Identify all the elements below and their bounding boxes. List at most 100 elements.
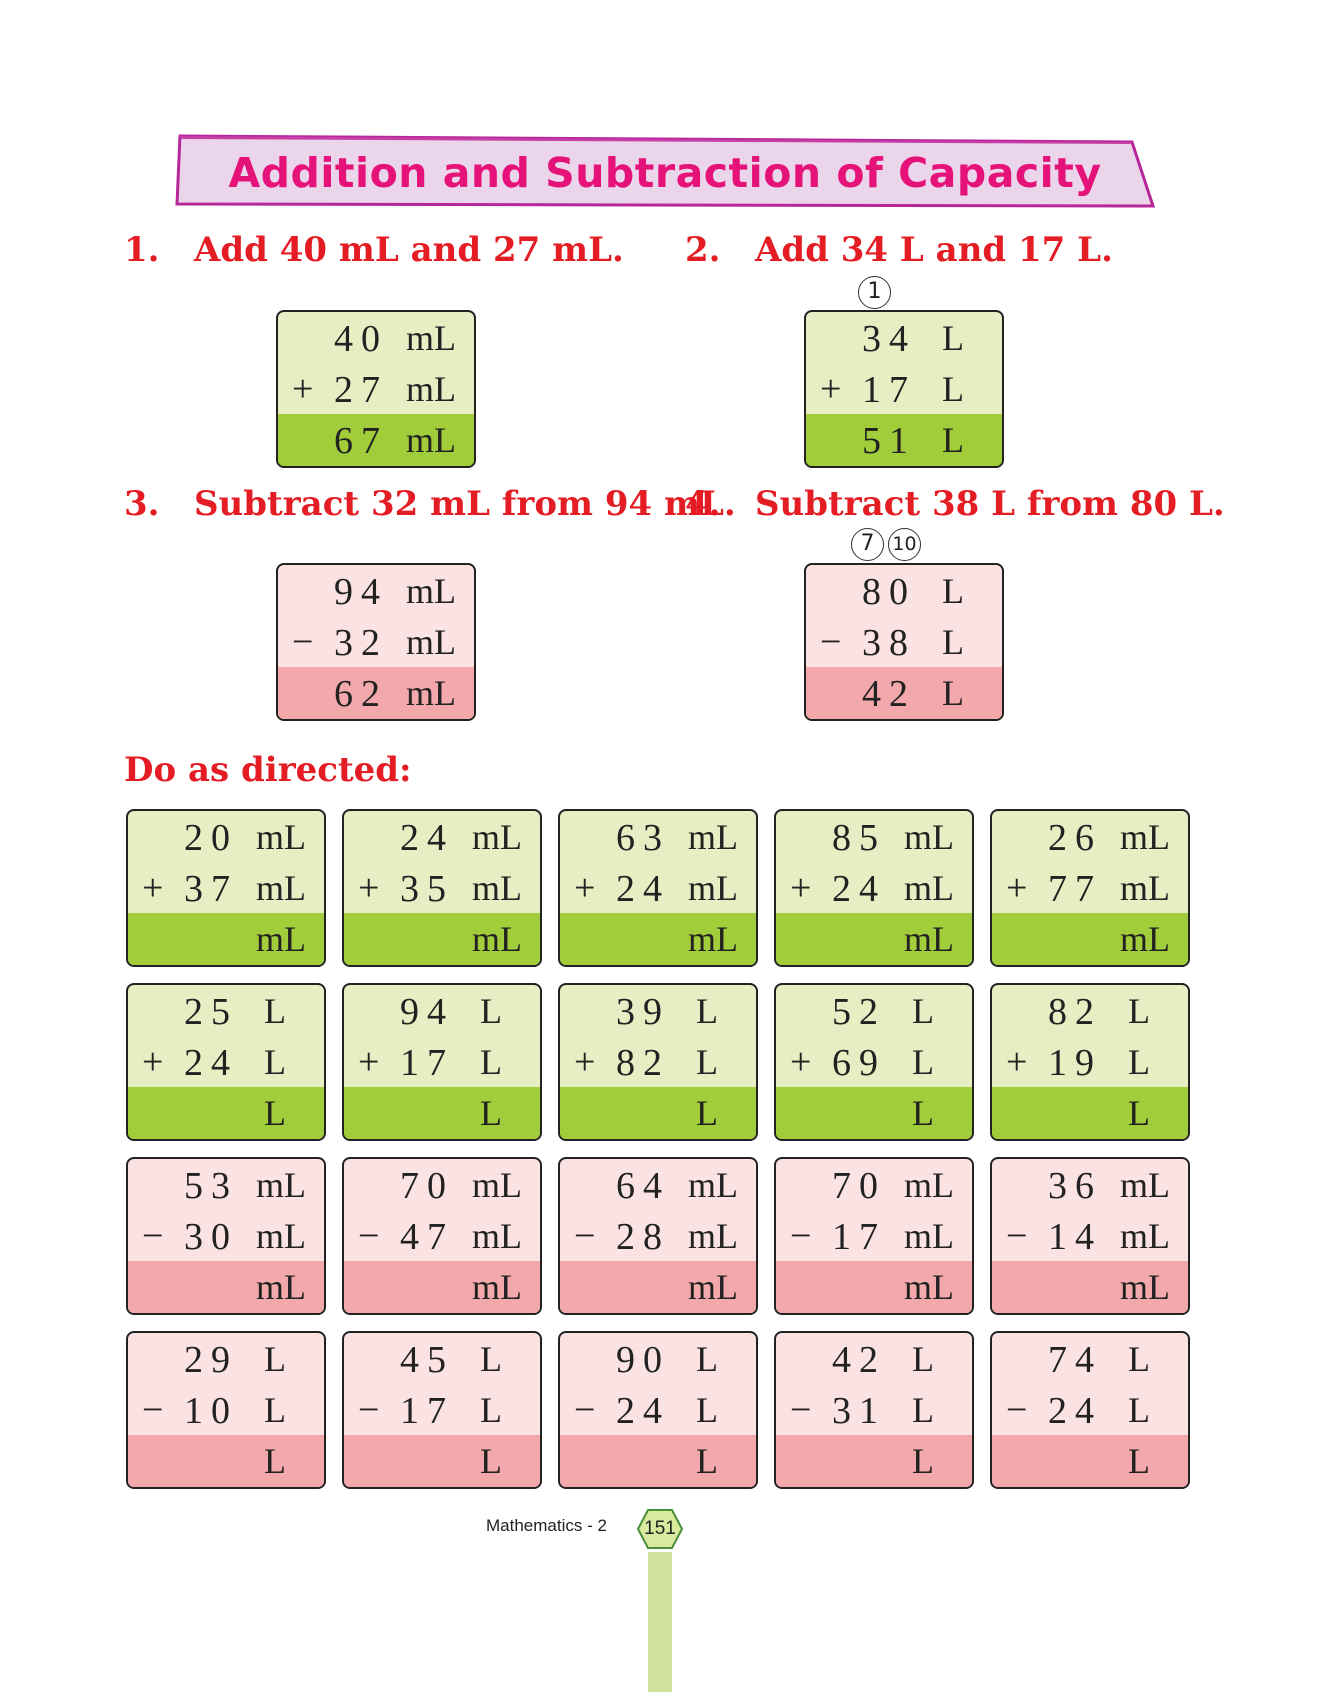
unit-label: L xyxy=(1128,1441,1150,1481)
unit-label: L xyxy=(264,1390,286,1430)
unit-label: mL xyxy=(688,868,738,908)
top-number: 42 xyxy=(832,1339,886,1381)
unit-label: L xyxy=(942,318,964,358)
carry-mark: 1 xyxy=(858,276,891,309)
unit-label: L xyxy=(942,369,964,409)
unit-label: L xyxy=(942,622,964,662)
question-number: 2. xyxy=(685,230,721,270)
top-number: 36 xyxy=(1048,1165,1102,1207)
unit-label: mL xyxy=(688,817,738,857)
bottom-number: 17 xyxy=(400,1042,454,1084)
exercise-box: 26 mL +77 mL mL xyxy=(990,809,1190,967)
bottom-number: 19 xyxy=(1048,1042,1102,1084)
unit-label: L xyxy=(696,1042,718,1082)
bottom-number: 69 xyxy=(832,1042,886,1084)
borrow-mark: 10 xyxy=(888,528,921,561)
exercise-heading: Do as directed: xyxy=(124,750,412,790)
unit-label: L xyxy=(1128,1093,1150,1133)
top-number: 26 xyxy=(1048,817,1102,859)
unit-label: L xyxy=(264,1042,286,1082)
unit-label: mL xyxy=(904,1267,954,1307)
unit-label: L xyxy=(480,991,502,1031)
unit-label: mL xyxy=(1120,919,1170,959)
question-text: Add 40 mL and 27 mL. xyxy=(194,230,624,270)
operator-sign: − xyxy=(574,1215,596,1257)
unit-label: L xyxy=(264,1339,286,1379)
unit-label: mL xyxy=(256,817,306,857)
page-title: Addition and Subtraction of Capacity xyxy=(228,149,1102,197)
unit-label: L xyxy=(912,1390,934,1430)
exercise-box: 94 L +17 L L xyxy=(342,983,542,1141)
unit-label: mL xyxy=(1120,817,1170,857)
exercise-box: 70 mL −47 mL mL xyxy=(342,1157,542,1315)
bottom-number: 24 xyxy=(616,1390,670,1432)
unit-label: L xyxy=(264,991,286,1031)
top-number: 20 xyxy=(184,817,238,859)
exercise-box: 42 L −31 L L xyxy=(774,1331,974,1489)
question-text: Add 34 L and 17 L. xyxy=(755,230,1113,270)
unit-label: mL xyxy=(406,318,456,358)
bottom-number: 38 xyxy=(862,622,916,664)
unit-label: mL xyxy=(406,571,456,611)
bottom-number: 37 xyxy=(184,868,238,910)
unit-label: mL xyxy=(688,1165,738,1205)
bottom-number: 24 xyxy=(832,868,886,910)
bottom-number: 14 xyxy=(1048,1216,1102,1258)
operator-sign: − xyxy=(790,1215,812,1257)
operator-sign: − xyxy=(292,621,314,663)
operator-sign: + xyxy=(790,1041,812,1083)
unit-label: mL xyxy=(406,420,456,460)
top-number: 45 xyxy=(400,1339,454,1381)
exercise-box: 29 L −10 L L xyxy=(126,1331,326,1489)
exercise-box: 25 L +24 L L xyxy=(126,983,326,1141)
operator-sign: − xyxy=(142,1215,164,1257)
unit-label: L xyxy=(480,1390,502,1430)
exercise-box: 63 mL +24 mL mL xyxy=(558,809,758,967)
question-number: 4. xyxy=(685,484,721,524)
exercise-box: 39 L +82 L L xyxy=(558,983,758,1141)
bottom-number: 30 xyxy=(184,1216,238,1258)
unit-label: L xyxy=(480,1093,502,1133)
borrow-mark: 7 xyxy=(851,528,884,561)
top-number: 82 xyxy=(1048,991,1102,1033)
top-number: 34 xyxy=(862,318,916,360)
unit-label: L xyxy=(696,991,718,1031)
unit-label: mL xyxy=(256,868,306,908)
unit-label: mL xyxy=(904,1216,954,1256)
operator-sign: − xyxy=(790,1389,812,1431)
operator-sign: + xyxy=(292,368,314,410)
exercise-box: 20 mL +37 mL mL xyxy=(126,809,326,967)
operator-sign: + xyxy=(142,867,164,909)
result-number: 42 xyxy=(862,673,916,715)
example-box-3: 94 mL −32 mL 62 mL xyxy=(276,563,476,721)
exercise-box: 36 mL −14 mL mL xyxy=(990,1157,1190,1315)
unit-label: mL xyxy=(406,673,456,713)
operator-sign: − xyxy=(1006,1389,1028,1431)
exercise-box: 70 mL −17 mL mL xyxy=(774,1157,974,1315)
unit-label: mL xyxy=(904,919,954,959)
exercise-box: 53 mL −30 mL mL xyxy=(126,1157,326,1315)
unit-label: L xyxy=(696,1441,718,1481)
unit-label: mL xyxy=(904,1165,954,1205)
unit-label: L xyxy=(1128,1339,1150,1379)
unit-label: L xyxy=(480,1441,502,1481)
operator-sign: + xyxy=(574,1041,596,1083)
unit-label: L xyxy=(264,1093,286,1133)
unit-label: L xyxy=(696,1390,718,1430)
page-number-badge: 151 xyxy=(636,1508,684,1550)
unit-label: mL xyxy=(904,817,954,857)
unit-label: mL xyxy=(472,817,522,857)
operator-sign: + xyxy=(790,867,812,909)
top-number: 29 xyxy=(184,1339,238,1381)
unit-label: L xyxy=(912,1042,934,1082)
example-box-4: 80 L −38 L 42 L xyxy=(804,563,1004,721)
unit-label: mL xyxy=(256,1165,306,1205)
operator-sign: − xyxy=(358,1389,380,1431)
title-banner: Addition and Subtraction of Capacity xyxy=(175,134,1155,210)
top-number: 24 xyxy=(400,817,454,859)
bottom-number: 35 xyxy=(400,868,454,910)
unit-label: mL xyxy=(472,868,522,908)
top-number: 70 xyxy=(400,1165,454,1207)
unit-label: mL xyxy=(472,1165,522,1205)
exercise-box: 82 L +19 L L xyxy=(990,983,1190,1141)
